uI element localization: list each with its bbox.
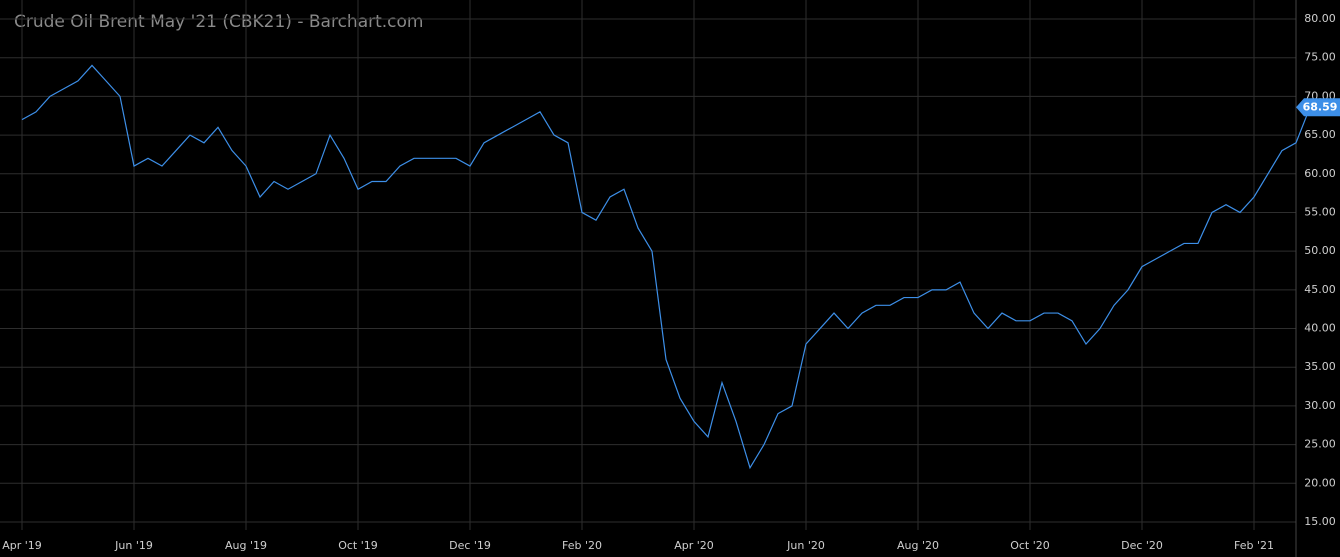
y-tick-label: 15.00 [1304,515,1336,528]
y-tick-label: 30.00 [1304,399,1336,412]
x-tick-label: Feb '20 [562,539,602,552]
last-price-label: 68.59 [1303,100,1338,113]
price-line [21,64,1311,470]
x-tick-label: Apr '20 [674,539,714,552]
x-tick-label: Aug '20 [897,539,939,552]
x-tick-label: Oct '20 [1010,539,1050,552]
y-tick-label: 55.00 [1304,205,1336,218]
x-tick-label: Aug '19 [225,539,267,552]
y-tick-label: 20.00 [1304,476,1336,489]
y-tick-label: 45.00 [1304,283,1336,296]
y-tick-label: 40.00 [1304,322,1336,335]
chart-title: Crude Oil Brent May '21 (CBK21) - Barcha… [14,12,423,32]
y-tick-label: 65.00 [1304,128,1336,141]
y-tick-label: 35.00 [1304,360,1336,373]
y-tick-label: 25.00 [1304,438,1336,451]
x-tick-label: Feb '21 [1234,539,1274,552]
last-price-flag [1296,98,1340,117]
y-tick-label: 80.00 [1304,12,1336,25]
x-tick-label: Dec '20 [1121,539,1163,552]
x-tick-label: Oct '19 [338,539,378,552]
x-tick-label: Apr '19 [2,539,42,552]
y-tick-label: 50.00 [1304,244,1336,257]
y-tick-label: 75.00 [1304,51,1336,64]
x-tick-label: Jun '19 [114,539,153,552]
x-tick-label: Dec '19 [449,539,491,552]
x-tick-label: Jun '20 [786,539,825,552]
y-tick-label: 60.00 [1304,167,1336,180]
